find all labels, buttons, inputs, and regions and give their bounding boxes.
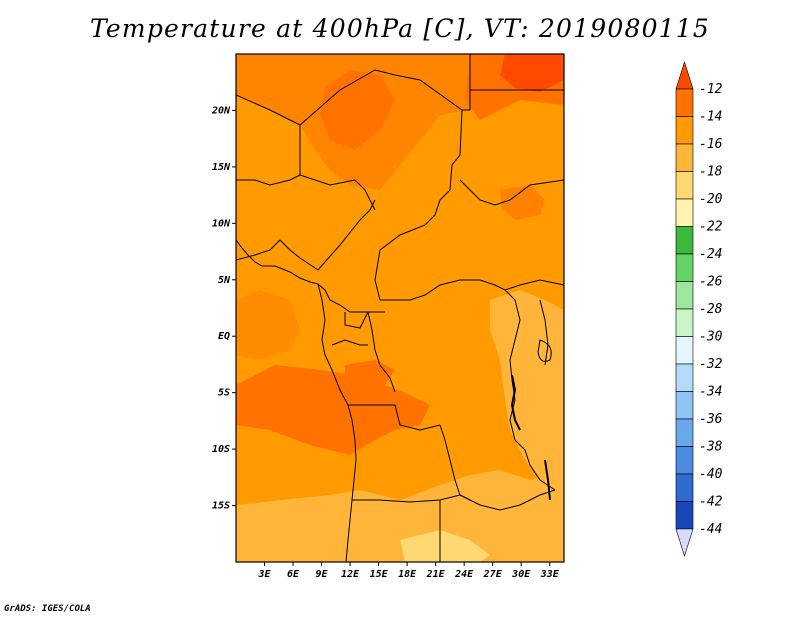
lon-tick-label: 15E: [370, 569, 389, 580]
field-cooler-south: [400, 530, 490, 562]
field-mid-south: [236, 460, 345, 505]
colorbar-swatch: [675, 336, 694, 365]
colorbar-label: -22: [699, 220, 723, 235]
boundaries: [236, 54, 564, 562]
longitude-axis: 3E 6E 9E 12E 15E 18E 21E 24E 27E 30E 33E: [257, 562, 560, 580]
colorbar-swatch: [675, 363, 694, 392]
lat-tick-label: 10N: [212, 218, 231, 229]
colorbar-label: -40: [699, 467, 723, 482]
border-angola-south: [352, 494, 461, 503]
border-sudan-chad: [459, 179, 564, 206]
colorbar-label: -14: [699, 110, 722, 125]
lon-tick-label: 30E: [511, 569, 531, 580]
colorbar-label: -12: [699, 82, 723, 97]
lon-tick-label: 9E: [316, 569, 329, 580]
colorbar: -12 -14 -16 -18 -20 -22 -24 -26 -28 -30 -32 -34 -36 -…: [675, 61, 723, 557]
credit-label: GrADS: IGES/COLA: [4, 604, 91, 614]
field-hot-northeast: [500, 54, 564, 92]
colorbar-swatch: [675, 171, 694, 200]
lon-tick-label: 12E: [341, 569, 360, 580]
lat-tick-label: 10S: [212, 444, 230, 455]
colorbar-bottom-arrow: [675, 528, 694, 557]
colorbar-label: -36: [699, 412, 723, 427]
colorbar-top-arrow: [675, 61, 694, 90]
colorbar-swatch: [675, 308, 694, 337]
lon-tick-label: 33E: [540, 569, 560, 580]
colorbar-label: -28: [699, 302, 723, 317]
colorbar-label: -30: [699, 330, 723, 345]
border-nigeria-cameroon: [236, 199, 376, 271]
field-cool-south: [236, 470, 564, 562]
colorbar-swatch: [675, 473, 694, 502]
border-egypt-sudan: [449, 54, 471, 191]
colorbar-label: -26: [699, 275, 723, 290]
colorbar-label: -24: [699, 247, 722, 262]
colorbar-label: -20: [699, 192, 723, 207]
colorbar-swatch: [675, 446, 694, 475]
border-eq-guinea: [344, 311, 369, 329]
border-congo: [367, 311, 396, 393]
lon-tick-label: 3E: [257, 569, 271, 580]
chart-title: Temperature at 400hPa [C], VT: 201908011…: [90, 14, 710, 43]
colorbar-swatch: [675, 198, 694, 227]
border-gabon: [331, 339, 368, 346]
border-libya: [236, 69, 463, 126]
colorbar-label: -42: [699, 495, 723, 510]
colorbar-label: -38: [699, 440, 723, 455]
border-car-south: [380, 279, 521, 301]
border-tanzania: [514, 439, 556, 491]
colorbar-swatch: [675, 116, 694, 145]
field-warm-chad: [320, 70, 395, 150]
border-zambia-south: [459, 489, 556, 511]
lat-tick-label: 15S: [212, 501, 230, 512]
lake-tanganyika: [510, 374, 521, 431]
colorbar-swatch: [675, 418, 694, 447]
lon-tick-label: 21E: [426, 569, 446, 580]
lon-tick-label: 18E: [398, 569, 417, 580]
latitude-axis: 20N 15N 10N 5N EQ 5S 10S 15S: [211, 105, 236, 512]
border-mali-niger: [236, 174, 301, 186]
colorbar-label: -16: [699, 137, 723, 152]
lat-tick-label: EQ: [218, 331, 230, 342]
temperature-field: [236, 54, 564, 562]
field-warm-gulf: [236, 290, 300, 360]
lon-tick-label: 27E: [483, 569, 503, 580]
colorbar-swatch: [675, 253, 694, 282]
border-south-sudan: [519, 279, 564, 286]
map-frame: [235, 53, 565, 563]
lake-victoria: [537, 339, 552, 362]
field-warm-sudan: [500, 185, 545, 220]
lon-tick-label: 6E: [287, 569, 300, 580]
lat-tick-label: 20N: [211, 105, 231, 116]
colorbar-label: -34: [699, 385, 722, 400]
colorbar-label: -32: [699, 357, 723, 372]
field-cool-east: [490, 290, 564, 480]
colorbar-swatch: [675, 226, 694, 255]
lat-tick-label: 5S: [218, 388, 230, 399]
lat-tick-label: 5N: [218, 275, 231, 286]
border-drc-angola: [348, 404, 441, 431]
colorbar-swatch: [675, 281, 694, 310]
coastline-west: [236, 239, 357, 562]
colorbar-swatch: [675, 143, 694, 172]
colorbar-label: -18: [699, 165, 723, 180]
border-uganda-kenya: [539, 299, 549, 366]
field-warm-angola: [236, 365, 430, 455]
lat-tick-label: 15N: [212, 162, 231, 173]
colorbar-label: -44: [699, 522, 722, 537]
border-chad-sudan: [374, 189, 451, 301]
colorbar-swatch: [675, 88, 694, 117]
lake-malawi: [544, 459, 551, 501]
colorbar-swatch: [675, 501, 694, 530]
lon-tick-label: 24E: [454, 569, 474, 580]
border-drc-east: [504, 289, 521, 441]
colorbar-swatch: [675, 391, 694, 420]
